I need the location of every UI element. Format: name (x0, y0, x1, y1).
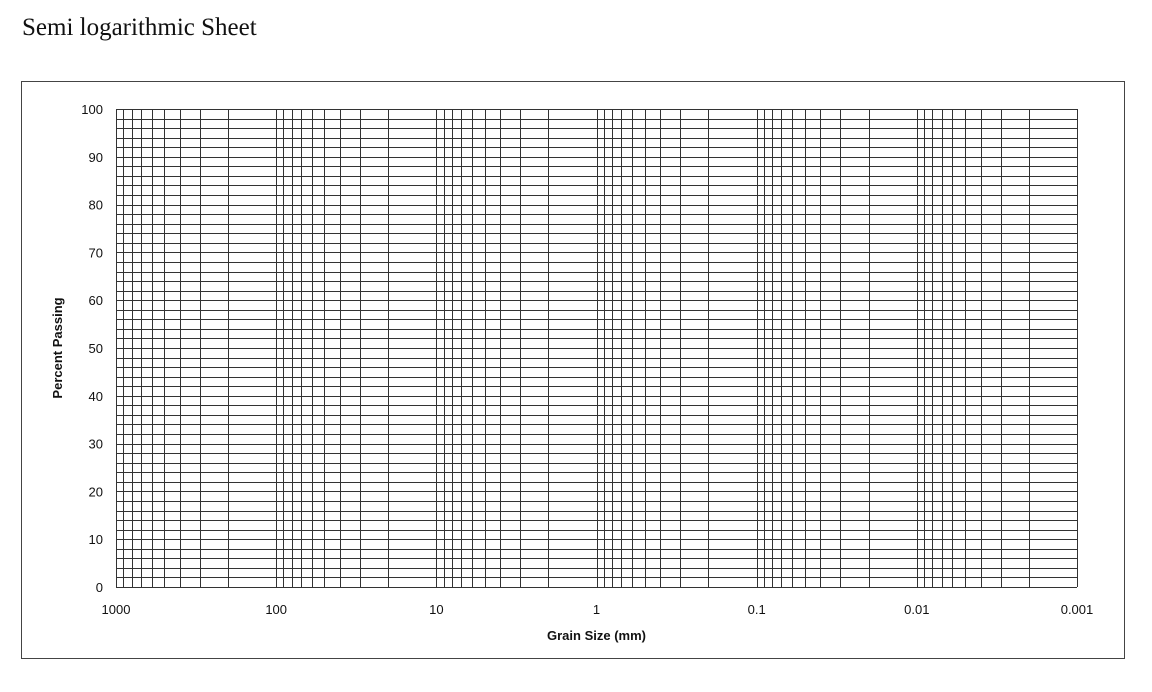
y-tick-label: 20 (89, 484, 103, 499)
x-tick-labels: 1000 100 10 1 0.1 0.01 0.001 (102, 602, 1094, 617)
x-tick-label: 0.1 (748, 602, 766, 617)
y-tick-label: 70 (89, 245, 103, 260)
y-axis-label: Percent Passing (50, 297, 65, 398)
y-tick-label: 80 (89, 198, 103, 213)
y-tick-label: 60 (89, 293, 103, 308)
y-tick-label: 30 (89, 437, 103, 452)
x-axis-label: Grain Size (mm) (547, 628, 646, 643)
y-tick-label: 40 (89, 389, 103, 404)
y-tick-label: 50 (89, 341, 103, 356)
semi-log-chart: 0 10 20 30 40 50 60 70 80 90 100 1000 100 10 1 0.1 0.01… (50, 102, 1094, 643)
x-tick-label: 0.001 (1061, 602, 1094, 617)
y-tick-label: 10 (89, 532, 103, 547)
x-tick-label: 1000 (102, 602, 131, 617)
grid (115, 109, 1079, 588)
y-tick-label: 0 (96, 580, 103, 595)
y-tick-labels: 0 10 20 30 40 50 60 70 80 90 100 (81, 102, 103, 595)
x-tick-label: 100 (265, 602, 287, 617)
x-tick-label: 10 (429, 602, 443, 617)
chart-frame: 0 10 20 30 40 50 60 70 80 90 100 1000 100 10 1 0.1 0.01… (21, 81, 1125, 659)
x-tick-label: 0.01 (904, 602, 929, 617)
page-title: Semi logarithmic Sheet (22, 14, 257, 41)
x-tick-label: 1 (593, 602, 600, 617)
y-tick-label: 90 (89, 150, 103, 165)
y-tick-label: 100 (81, 102, 103, 117)
